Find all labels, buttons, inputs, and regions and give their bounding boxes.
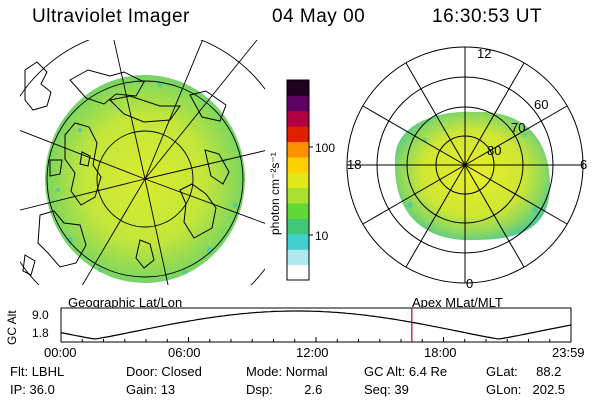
colorbar-band bbox=[287, 233, 309, 250]
colorbar: 100 10 photon cm⁻²s⁻¹ bbox=[268, 79, 335, 281]
colorbar-band bbox=[287, 110, 309, 127]
status-mode: Mode: Normal bbox=[246, 364, 328, 379]
colorbar-band bbox=[287, 218, 309, 235]
status-dsp: Dsp: 2.6 bbox=[246, 382, 323, 397]
time-label: 16:30:53 UT bbox=[432, 6, 543, 27]
altitude-curve bbox=[60, 310, 572, 340]
geographic-map-label: Geographic Lat/Lon bbox=[68, 295, 183, 310]
mlt-label-18: 18 bbox=[347, 157, 361, 172]
apex-mlt-dial: 12 18 6 0 60 70 80 bbox=[346, 46, 587, 291]
altitude-plot: GC Alt 9.0 1.8 bbox=[5, 307, 572, 345]
time-tick-2359: 23:59 bbox=[552, 345, 585, 360]
colorbar-tick-label-10: 10 bbox=[315, 229, 329, 243]
colorbar-tick-label-100: 100 bbox=[315, 141, 335, 155]
colorbar-band bbox=[287, 95, 309, 112]
time-tick-1200: 12:00 bbox=[296, 345, 329, 360]
status-door: Door: Closed bbox=[126, 364, 202, 379]
status-filter: Flt: LBHL bbox=[10, 364, 65, 379]
colorbar-band bbox=[287, 156, 309, 173]
mlt-label-0: 0 bbox=[466, 276, 473, 291]
status-gain: Gain: 13 bbox=[126, 382, 176, 397]
status-ip: IP: 36.0 bbox=[10, 382, 55, 397]
mlt-label-6: 6 bbox=[580, 157, 587, 172]
colorbar-band bbox=[287, 203, 309, 219]
time-tick-0600: 06:00 bbox=[168, 345, 201, 360]
time-tick-1800: 18:00 bbox=[424, 345, 457, 360]
altitude-ytick-min: 1.8 bbox=[32, 326, 49, 340]
date-label: 04 May 00 bbox=[272, 6, 366, 27]
mlat-label-70: 70 bbox=[511, 120, 525, 135]
altitude-ylabel: GC Alt bbox=[5, 310, 19, 345]
mlat-label-60: 60 bbox=[534, 97, 548, 112]
altitude-ytick-max: 9.0 bbox=[32, 308, 49, 322]
status-glon: GLon: 202.5 bbox=[486, 382, 566, 397]
status-gc-alt: GC Alt: 6.4 Re bbox=[364, 364, 448, 379]
status-glat: GLat: 88.2 bbox=[486, 364, 562, 379]
colorbar-band bbox=[287, 264, 309, 281]
auroral-oval bbox=[394, 111, 550, 241]
colorbar-band bbox=[287, 172, 309, 189]
colorbar-band bbox=[287, 80, 309, 96]
apex-map-label: Apex MLat/MLT bbox=[412, 295, 503, 310]
status-seq: Seq: 39 bbox=[364, 382, 409, 397]
altitude-x-ticks bbox=[60, 337, 572, 342]
colorbar-band bbox=[287, 141, 309, 158]
colorbar-band bbox=[287, 126, 309, 143]
mlat-label-80: 80 bbox=[487, 143, 501, 158]
colorbar-band bbox=[287, 187, 309, 204]
geographic-map bbox=[20, 40, 265, 285]
colorbar-unit-label: photon cm⁻²s⁻¹ bbox=[268, 152, 282, 235]
instrument-title: Ultraviolet Imager bbox=[32, 6, 190, 27]
colorbar-gradient bbox=[287, 80, 309, 281]
time-tick-0000: 00:00 bbox=[44, 345, 77, 360]
mlt-label-12: 12 bbox=[477, 46, 491, 61]
colorbar-band bbox=[287, 249, 309, 266]
altitude-frame bbox=[60, 307, 572, 343]
